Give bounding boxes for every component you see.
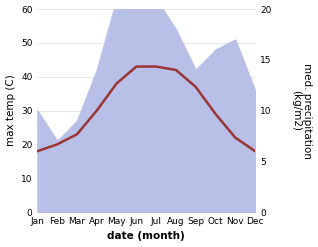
Y-axis label: max temp (C): max temp (C) [5,75,16,146]
X-axis label: date (month): date (month) [107,231,185,242]
Y-axis label: med. precipitation
(kg/m2): med. precipitation (kg/m2) [291,62,313,159]
